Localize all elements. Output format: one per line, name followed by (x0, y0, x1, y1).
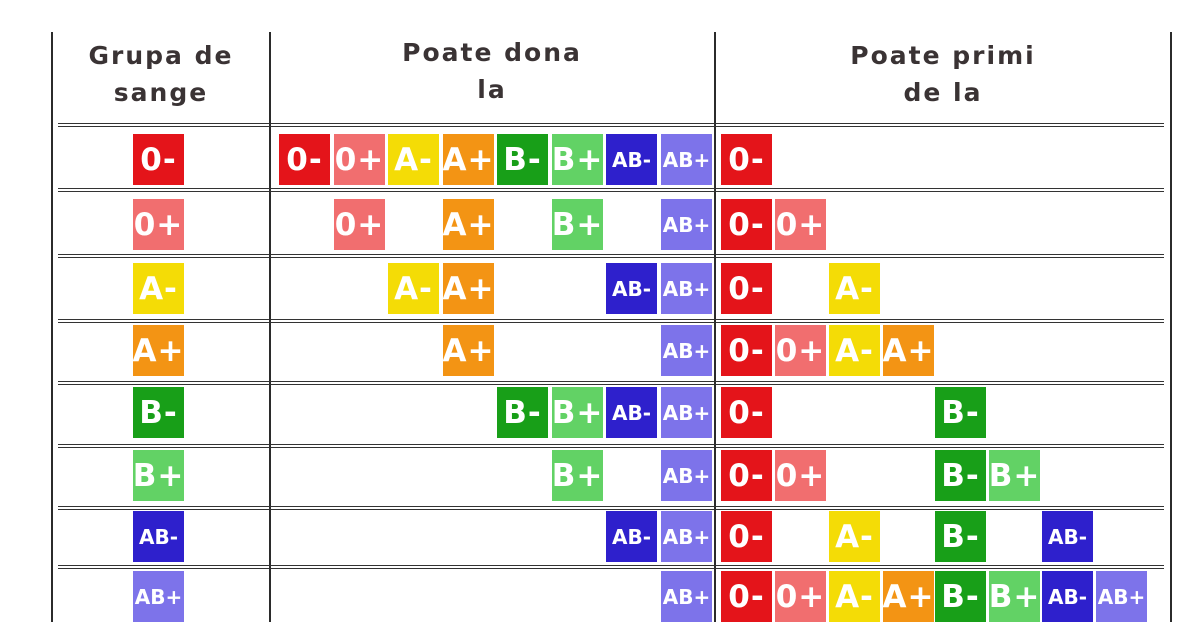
receive-chip: 0+ (775, 199, 826, 250)
header-can-receive-from: Poate primi de la (850, 41, 1036, 107)
table-border-left (51, 32, 53, 622)
donate-chip: A+ (443, 199, 494, 250)
receive-chip: 0- (721, 571, 772, 622)
group-chip-bpos: B+ (133, 450, 184, 501)
receive-chip: A- (829, 571, 880, 622)
donate-chip: AB+ (661, 134, 712, 185)
donate-chip: AB- (606, 511, 657, 562)
donate-chip: B- (497, 134, 548, 185)
receive-chip: B- (935, 571, 986, 622)
group-chip-bneg: B- (133, 387, 184, 438)
donate-chip: AB+ (661, 511, 712, 562)
row-divider (58, 506, 1164, 510)
row-divider (58, 319, 1164, 323)
row-divider (58, 444, 1164, 448)
receive-chip: B+ (989, 571, 1040, 622)
receive-chip: AB+ (1096, 571, 1147, 622)
donate-chip: 0+ (334, 134, 385, 185)
table-border-right (1170, 32, 1172, 622)
row-divider (58, 188, 1164, 192)
receive-chip: B- (935, 450, 986, 501)
receive-chip: 0- (721, 511, 772, 562)
donate-chip: AB+ (661, 263, 712, 314)
donate-chip: 0+ (334, 199, 385, 250)
donate-chip: AB+ (661, 450, 712, 501)
donate-chip: AB- (606, 387, 657, 438)
donate-chip: AB+ (661, 325, 712, 376)
receive-chip: A- (829, 511, 880, 562)
receive-chip: A- (829, 325, 880, 376)
receive-chip: 0- (721, 325, 772, 376)
donate-chip: A+ (443, 325, 494, 376)
receive-chip: 0- (721, 450, 772, 501)
receive-chip: B+ (989, 450, 1040, 501)
row-divider (58, 381, 1164, 385)
receive-chip: A- (829, 263, 880, 314)
donate-chip: A- (388, 134, 439, 185)
receive-chip: AB- (1042, 511, 1093, 562)
donate-chip: A- (388, 263, 439, 314)
header-blood-group: Grupa de sange (88, 41, 234, 107)
receive-chip: 0+ (775, 325, 826, 376)
receive-chip: 0+ (775, 571, 826, 622)
donate-chip: AB+ (661, 199, 712, 250)
group-chip-apos: A+ (133, 325, 184, 376)
receive-chip: 0+ (775, 450, 826, 501)
donate-chip: AB+ (661, 571, 712, 622)
group-chip-abpos: AB+ (133, 571, 184, 622)
header-can-donate-to: Poate dona la (402, 38, 582, 104)
receive-chip: A+ (883, 325, 934, 376)
donate-chip: A+ (443, 134, 494, 185)
receive-chip: 0- (721, 263, 772, 314)
row-divider (58, 565, 1164, 569)
donate-chip: B+ (552, 450, 603, 501)
receive-chip: AB- (1042, 571, 1093, 622)
receive-chip: 0- (721, 387, 772, 438)
donate-chip: AB- (606, 134, 657, 185)
donate-chip: AB- (606, 263, 657, 314)
row-divider (58, 123, 1164, 127)
group-chip-0pos: 0+ (133, 199, 184, 250)
group-chip-0neg: 0- (133, 134, 184, 185)
donate-chip: 0- (279, 134, 330, 185)
donate-chip: AB+ (661, 387, 712, 438)
receive-chip: B- (935, 387, 986, 438)
receive-chip: 0- (721, 134, 772, 185)
donate-chip: A+ (443, 263, 494, 314)
row-divider (58, 254, 1164, 258)
column-divider (269, 32, 271, 622)
donate-chip: B+ (552, 134, 603, 185)
donate-chip: B+ (552, 387, 603, 438)
group-chip-aneg: A- (133, 263, 184, 314)
group-chip-abneg: AB- (133, 511, 184, 562)
receive-chip: A+ (883, 571, 934, 622)
receive-chip: B- (935, 511, 986, 562)
donate-chip: B+ (552, 199, 603, 250)
column-divider (714, 32, 716, 622)
donate-chip: B- (497, 387, 548, 438)
receive-chip: 0- (721, 199, 772, 250)
